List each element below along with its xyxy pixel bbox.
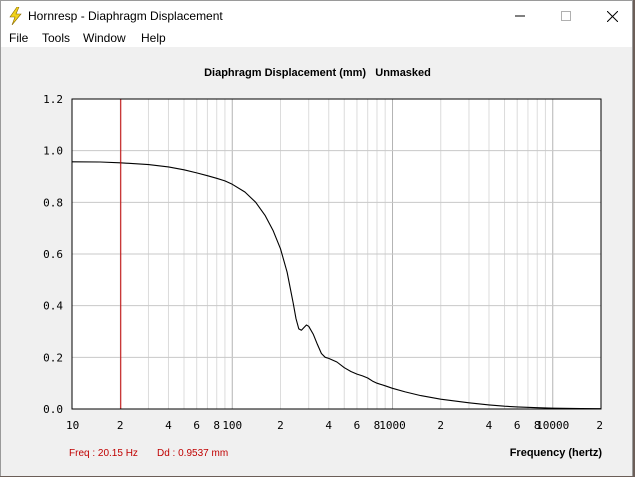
maximize-icon xyxy=(561,11,571,21)
maximize-button[interactable] xyxy=(543,1,589,31)
y-tick-label: 1.0 xyxy=(43,145,63,158)
menu-file[interactable]: File xyxy=(9,31,29,45)
lightning-bolt-icon xyxy=(9,7,22,25)
y-tick-label: 1.2 xyxy=(43,93,63,106)
y-tick-label: 0.4 xyxy=(43,300,63,313)
y-tick-label: 0.2 xyxy=(43,351,63,364)
x-tick-label: 10000 xyxy=(536,419,569,432)
x-tick-label: 6 xyxy=(514,419,521,432)
x-tick-label: 4 xyxy=(165,419,172,432)
freq-readout: Freq : 20.15 Hz xyxy=(69,448,138,459)
displacement-curve xyxy=(71,161,602,410)
x-axis-label: Frequency (hertz) xyxy=(509,447,602,459)
y-tick-label: 0.6 xyxy=(43,248,63,261)
chart-title: Diaphragm Displacement (mm) Unmasked xyxy=(204,67,431,79)
chart-area: Diaphragm Displacement (mm) Unmasked 0.0… xyxy=(1,47,632,476)
window-title: Hornresp - Diaphragm Displacement xyxy=(28,9,223,23)
y-tick-label: 0.0 xyxy=(43,403,63,416)
x-tick-label: 100 xyxy=(222,419,242,432)
menu-bar: File Tools Window Help xyxy=(1,31,632,47)
menu-window[interactable]: Window xyxy=(83,31,126,45)
plot-border xyxy=(71,98,602,410)
close-button[interactable] xyxy=(589,1,635,31)
dd-readout: Dd : 0.9537 mm xyxy=(157,448,229,459)
x-tick-label: 4 xyxy=(325,419,332,432)
close-icon xyxy=(606,10,618,22)
x-tick-label: 4 xyxy=(486,419,493,432)
minimize-button[interactable] xyxy=(497,1,543,31)
x-tick-label: 8 xyxy=(534,419,541,432)
x-tick-label: 1000 xyxy=(379,419,406,432)
x-tick-label: 6 xyxy=(354,419,361,432)
menu-help[interactable]: Help xyxy=(141,31,166,45)
x-tick-label: 2 xyxy=(596,419,603,432)
x-tick-label: 6 xyxy=(193,419,200,432)
x-tick-label: 2 xyxy=(437,419,444,432)
minimize-icon xyxy=(515,15,525,17)
x-tick-label: 8 xyxy=(213,419,220,432)
x-tick-label: 2 xyxy=(277,419,284,432)
x-tick-label: 8 xyxy=(374,419,381,432)
x-tick-label: 10 xyxy=(66,419,79,432)
title-bar[interactable]: Hornresp - Diaphragm Displacement xyxy=(1,1,632,31)
x-tick-label: 2 xyxy=(117,419,124,432)
menu-tools[interactable]: Tools xyxy=(42,31,71,45)
y-tick-label: 0.8 xyxy=(43,196,63,209)
